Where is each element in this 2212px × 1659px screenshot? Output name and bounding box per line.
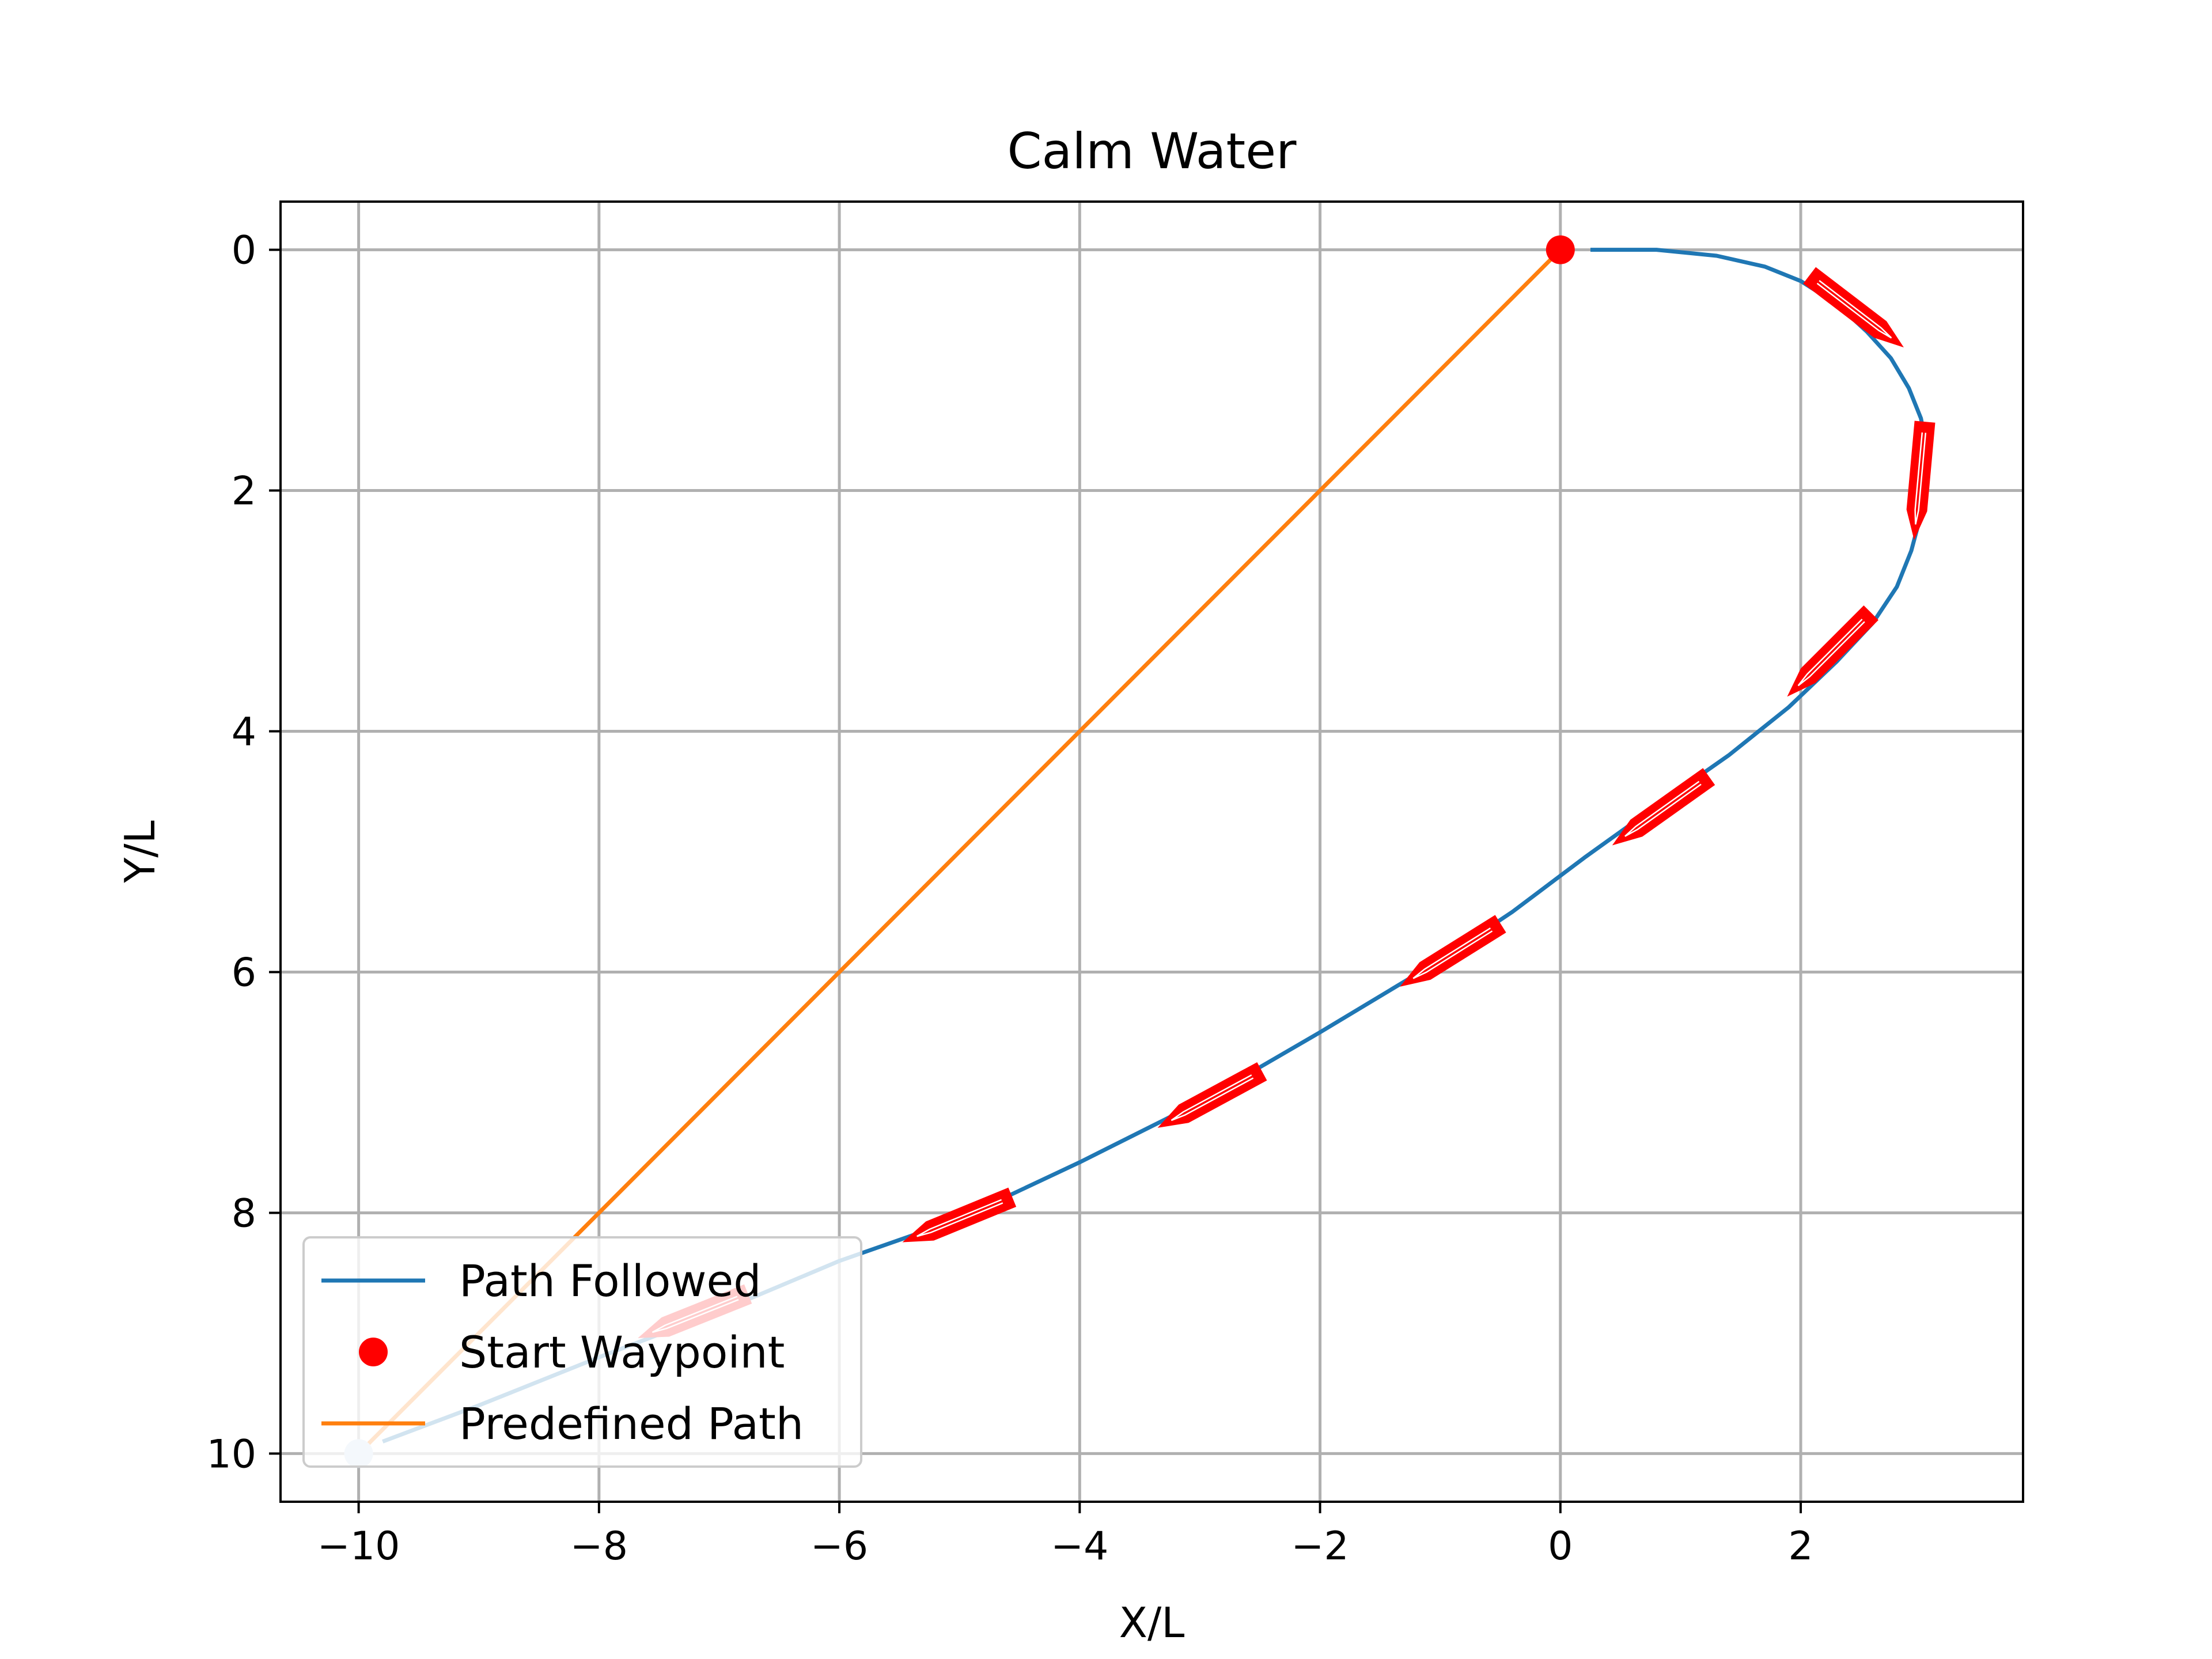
x-tick-label: −4 xyxy=(1051,1524,1108,1569)
vessel-marker xyxy=(902,1187,1017,1243)
vessel-hull xyxy=(1787,605,1878,697)
vessel-outline xyxy=(1797,619,1865,687)
vessel-outline xyxy=(1171,1074,1254,1122)
y-axis-label: Y/L xyxy=(116,820,164,883)
legend: Path Followed Start Waypoint Predefined Pa… xyxy=(302,1236,862,1468)
start-waypoint-marker xyxy=(1546,235,1575,264)
legend-label: Start Waypoint xyxy=(459,1327,785,1378)
vessel-marker xyxy=(1612,768,1715,846)
y-tick-label: 4 xyxy=(232,710,256,755)
x-axis-label: X/L xyxy=(1119,1599,1185,1647)
y-tick-label: 0 xyxy=(232,228,256,274)
x-tick-label: −6 xyxy=(810,1524,868,1569)
vessel-marker xyxy=(1787,605,1878,697)
vessel-outline xyxy=(916,1199,1003,1237)
axis-ticks: −10 −8 −6 −4 −2 0 2 0 2 4 6 8 10 xyxy=(206,228,1813,1569)
vessel-outline xyxy=(1624,781,1702,837)
vessel-outline xyxy=(1914,432,1927,525)
vessel-marker xyxy=(1157,1062,1267,1128)
x-tick-label: 0 xyxy=(1548,1524,1573,1569)
x-tick-label: 2 xyxy=(1788,1524,1813,1569)
grid-lines xyxy=(281,202,2023,1502)
vessel-outline xyxy=(1412,927,1493,979)
chart-title: Calm Water xyxy=(1007,123,1297,180)
y-tick-label: 8 xyxy=(232,1191,256,1236)
y-tick-label: 6 xyxy=(232,950,256,995)
plot-data xyxy=(344,235,1936,1468)
plot-frame xyxy=(279,200,2024,1503)
vessel-marker xyxy=(1400,915,1506,987)
legend-label: Predefined Path xyxy=(459,1398,804,1449)
x-tick-label: −10 xyxy=(317,1524,400,1569)
legend-label: Path Followed xyxy=(459,1255,762,1306)
vessel-hull xyxy=(1906,421,1936,540)
y-tick-label: 2 xyxy=(232,469,256,514)
vessel-marker xyxy=(1803,267,1904,348)
vessel-marker xyxy=(1906,421,1936,540)
x-tick-label: −8 xyxy=(570,1524,628,1569)
y-tick-label: 10 xyxy=(206,1431,256,1477)
legend-box xyxy=(302,1236,862,1468)
x-tick-label: −2 xyxy=(1291,1524,1349,1569)
vessel-outline xyxy=(1816,280,1892,339)
legend-marker xyxy=(359,1338,388,1366)
